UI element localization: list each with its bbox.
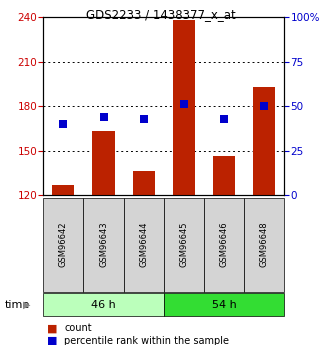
Text: GSM96644: GSM96644 xyxy=(139,222,148,267)
Text: ■: ■ xyxy=(47,324,57,333)
Text: percentile rank within the sample: percentile rank within the sample xyxy=(64,336,229,345)
Bar xyxy=(92,131,115,195)
Bar xyxy=(133,171,155,195)
Point xyxy=(221,116,226,121)
Bar xyxy=(213,156,235,195)
Text: 54 h: 54 h xyxy=(212,300,236,309)
Text: GDS2233 / 1438377_x_at: GDS2233 / 1438377_x_at xyxy=(86,8,235,21)
Point xyxy=(61,121,66,127)
Point xyxy=(101,114,106,119)
Text: count: count xyxy=(64,324,92,333)
Bar xyxy=(173,20,195,195)
Bar xyxy=(52,185,74,195)
Point xyxy=(181,101,186,107)
Text: 46 h: 46 h xyxy=(91,300,116,309)
Text: GSM96645: GSM96645 xyxy=(179,222,188,267)
Text: time: time xyxy=(5,300,30,309)
Text: GSM96646: GSM96646 xyxy=(219,222,229,267)
Text: ▶: ▶ xyxy=(23,300,30,309)
Point xyxy=(141,116,146,121)
Bar xyxy=(253,87,275,195)
Point xyxy=(261,104,266,109)
Text: GSM96643: GSM96643 xyxy=(99,222,108,267)
Text: GSM96648: GSM96648 xyxy=(259,222,269,267)
Text: ■: ■ xyxy=(47,336,57,345)
Text: GSM96642: GSM96642 xyxy=(59,222,68,267)
